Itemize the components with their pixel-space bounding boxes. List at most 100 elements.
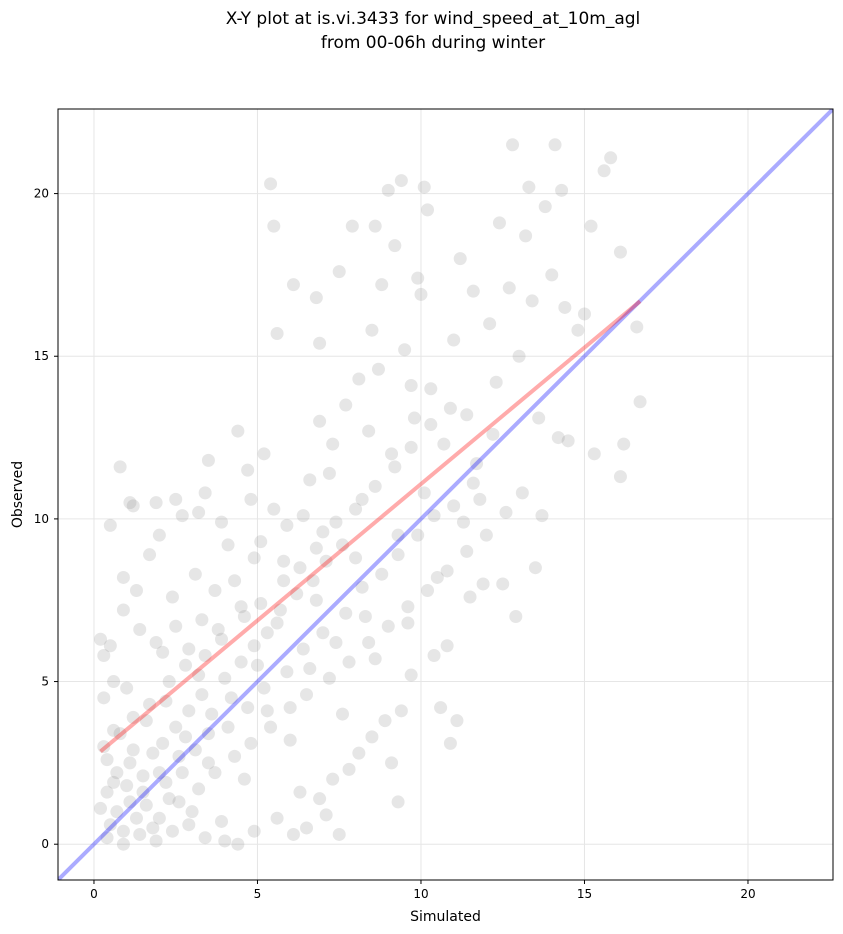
scatter-point (309, 593, 323, 607)
scatter-point (188, 567, 202, 581)
scatter-point (358, 609, 372, 623)
scatter-point (551, 431, 565, 445)
scatter-point (244, 736, 258, 750)
scatter-point (133, 623, 147, 637)
scatter-point (149, 496, 163, 510)
scatter-point (417, 486, 431, 500)
scatter-point (218, 834, 232, 848)
scatter-point (129, 583, 143, 597)
scatter-point (260, 626, 274, 640)
scatter-point (103, 518, 117, 532)
scatter-point (296, 509, 310, 523)
scatter-point (385, 447, 399, 461)
scatter-point (149, 636, 163, 650)
scatter-point (548, 138, 562, 152)
scatter-point (388, 460, 402, 474)
scatter-point (404, 440, 418, 454)
scatter-point (404, 668, 418, 682)
y-tick-label: 20 (34, 187, 49, 201)
scatter-point (306, 574, 320, 588)
scatter-point (215, 814, 229, 828)
scatter-point (159, 694, 173, 708)
scatter-point (463, 590, 477, 604)
scatter-point (277, 554, 291, 568)
regression-line (99, 299, 642, 754)
scatter-point (479, 528, 493, 542)
scatter-point (316, 626, 330, 640)
scatter-point (355, 580, 369, 594)
scatter-point (198, 831, 212, 845)
scatter-point (633, 395, 647, 409)
scatter-point (116, 603, 130, 617)
scatter-point (201, 453, 215, 467)
scatter-point (277, 574, 291, 588)
axis-ticks: 0 5 10 15 20 0 5 10 15 20 (34, 187, 756, 901)
scatter-point (113, 460, 127, 474)
scatter-point (519, 229, 533, 243)
scatter-point (241, 701, 255, 715)
scatter-point (329, 636, 343, 650)
scatter-point (136, 769, 150, 783)
scatter-point (496, 577, 510, 591)
scatter-point (221, 720, 235, 734)
scatter-point (116, 824, 130, 838)
scatter-point (107, 775, 121, 789)
scatter-point (313, 414, 327, 428)
scatter-point (368, 479, 382, 493)
scatter-point (528, 561, 542, 575)
scatter-point (326, 772, 340, 786)
scatter-point (179, 658, 193, 672)
scatter-point (309, 291, 323, 305)
scatter-point (100, 753, 114, 767)
scatter-point (466, 284, 480, 298)
scatter-point (254, 535, 268, 549)
scatter-point (316, 525, 330, 539)
scatter-point (398, 343, 412, 357)
scatter-point (587, 447, 601, 461)
scatter-point (103, 639, 117, 653)
scatter-point (335, 538, 349, 552)
scatter-point (188, 743, 202, 757)
scatter-point (447, 333, 461, 347)
scatter-point (172, 795, 186, 809)
scatter-point (224, 691, 238, 705)
scatter-point (270, 811, 284, 825)
scatter-point (286, 278, 300, 292)
scatter-point (509, 609, 523, 623)
scatter-point (97, 740, 111, 754)
scatter-point (443, 736, 457, 750)
scatter-point (421, 583, 435, 597)
reference-lines (58, 109, 833, 880)
chart-title-line-1: X-Y plot at is.vi.3433 for wind_speed_at… (226, 9, 641, 29)
scatter-point (100, 785, 114, 799)
scatter-point (577, 307, 591, 321)
scatter-point (280, 518, 294, 532)
scatter-point (411, 528, 425, 542)
scatter-point (152, 528, 166, 542)
scatter-point (512, 349, 526, 363)
scatter-point (466, 476, 480, 490)
scatter-point (129, 811, 143, 825)
scatter-point (460, 408, 474, 422)
y-tick-label: 15 (34, 349, 49, 363)
scatter-point (417, 180, 431, 194)
scatter-point (483, 317, 497, 331)
scatter-point (273, 603, 287, 617)
scatter-point (165, 824, 179, 838)
scatter-point (378, 714, 392, 728)
x-tick-label: 20 (740, 887, 755, 901)
scatter-point (267, 219, 281, 233)
scatter-point (476, 577, 490, 591)
scatter-point (126, 499, 140, 513)
scatter-point (113, 727, 127, 741)
scatter-point (120, 779, 134, 793)
scatter-point (296, 642, 310, 656)
scatter-point (192, 782, 206, 796)
scatter-point (185, 805, 199, 819)
scatter-point (630, 320, 644, 334)
scatter-point (264, 720, 278, 734)
scatter-point (342, 762, 356, 776)
scatter-point (97, 649, 111, 663)
scatter-point (195, 613, 209, 627)
scatter-point (267, 502, 281, 516)
